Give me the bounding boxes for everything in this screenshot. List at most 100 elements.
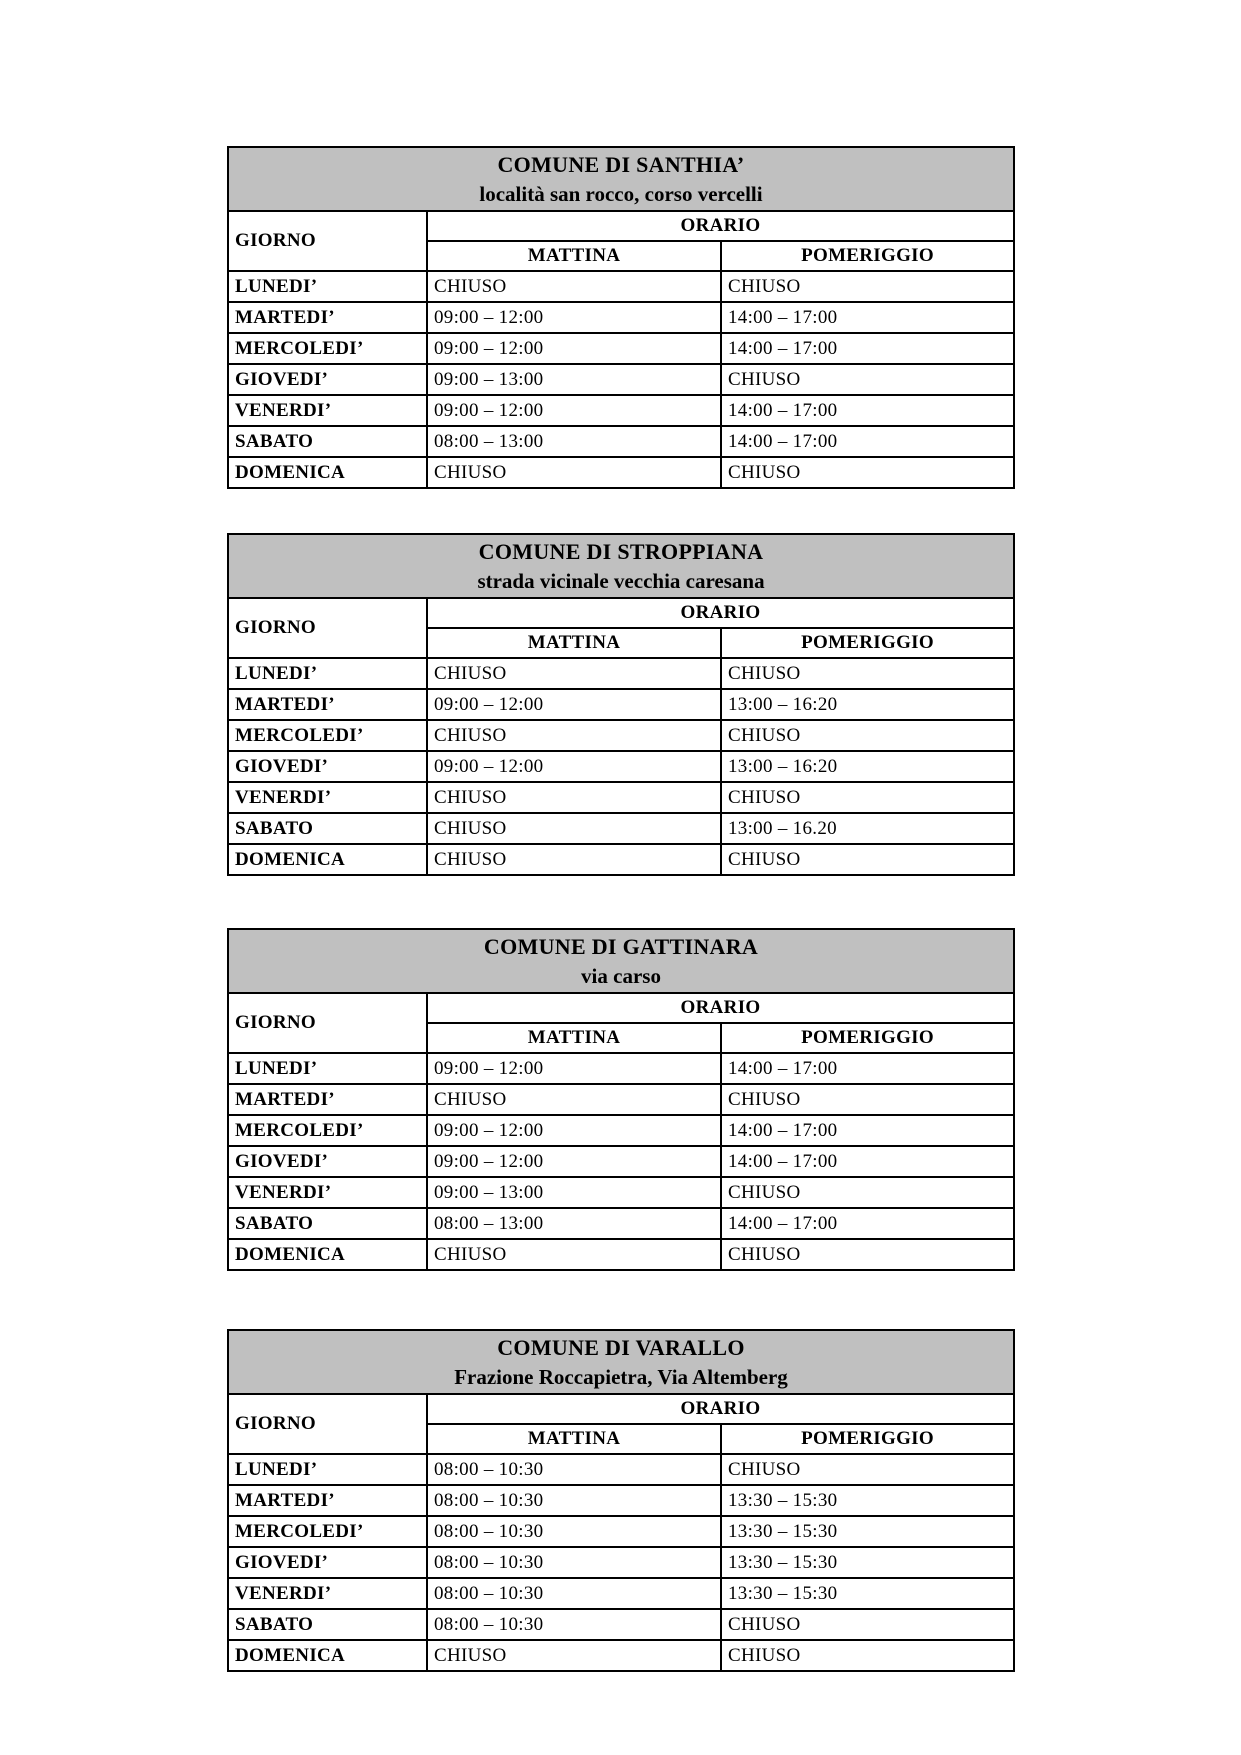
table-subtitle: Frazione Roccapietra, Via Altemberg <box>454 1365 788 1389</box>
table-title-cell: COMUNE DI VARALLO Frazione Roccapietra, … <box>227 1329 1015 1395</box>
schedule-table: COMUNE DI STROPPIANA strada vicinale vec… <box>226 533 1016 876</box>
schedule-row: SABATO 08:00 – 13:00 14:00 – 17:00 <box>227 425 1015 458</box>
schedule-row: LUNEDI’ 09:00 – 12:00 14:00 – 17:00 <box>227 1052 1016 1085</box>
day-cell: GIOVEDI’ <box>227 750 428 783</box>
schedule-row: VENERDI’ CHIUSO CHIUSO <box>227 781 1016 814</box>
morning-hours-cell: 08:00 – 10:30 <box>426 1453 722 1486</box>
afternoon-hours-cell: 14:00 – 17:00 <box>720 332 1015 365</box>
afternoon-hours-cell: 13:00 – 16.20 <box>719 812 1016 845</box>
day-cell: SABATO <box>227 425 428 458</box>
schedule-row: MARTEDI’ 09:00 – 12:00 13:00 – 16:20 <box>227 688 1016 721</box>
morning-hours-cell: CHIUSO <box>426 719 722 752</box>
column-header-giorno: GIORNO <box>227 1393 428 1455</box>
afternoon-hours-cell: 14:00 – 17:00 <box>719 1207 1016 1240</box>
afternoon-hours-cell: 13:00 – 16:20 <box>719 688 1016 721</box>
afternoon-hours-cell: 13:30 – 15:30 <box>720 1484 1015 1517</box>
afternoon-hours-cell: CHIUSO <box>719 843 1016 876</box>
column-header-orario: ORARIO <box>425 597 1016 629</box>
afternoon-hours-cell: 13:30 – 15:30 <box>720 1546 1015 1579</box>
table-title: COMUNE DI VARALLO <box>497 1335 745 1360</box>
day-cell: LUNEDI’ <box>227 1453 428 1486</box>
morning-hours-cell: 09:00 – 12:00 <box>426 1114 722 1147</box>
column-header-giorno: GIORNO <box>227 210 428 272</box>
day-cell: DOMENICA <box>227 1238 428 1271</box>
afternoon-hours-cell: CHIUSO <box>720 270 1015 303</box>
morning-hours-cell: 09:00 – 12:00 <box>426 1145 722 1178</box>
table-subtitle: località san rocco, corso vercelli <box>479 182 763 206</box>
morning-hours-cell: CHIUSO <box>426 1639 722 1672</box>
schedule-row: LUNEDI’ CHIUSO CHIUSO <box>227 657 1016 690</box>
day-cell: MERCOLEDI’ <box>227 719 428 752</box>
table-title-cell: COMUNE DI SANTHIA’ località san rocco, c… <box>227 146 1015 212</box>
table-title-cell: COMUNE DI STROPPIANA strada vicinale vec… <box>226 533 1016 599</box>
schedule-row: MARTEDI’ CHIUSO CHIUSO <box>227 1083 1016 1116</box>
day-cell: GIOVEDI’ <box>227 1145 428 1178</box>
morning-hours-cell: 08:00 – 10:30 <box>426 1608 722 1641</box>
schedule-row: LUNEDI’ CHIUSO CHIUSO <box>227 270 1015 303</box>
day-cell: VENERDI’ <box>227 781 428 814</box>
column-header-mattina: MATTINA <box>426 627 722 659</box>
afternoon-hours-cell: 14:00 – 17:00 <box>719 1145 1016 1178</box>
day-cell: LUNEDI’ <box>227 657 428 690</box>
afternoon-hours-cell: CHIUSO <box>719 781 1016 814</box>
morning-hours-cell: CHIUSO <box>426 1238 722 1271</box>
column-header-orario: ORARIO <box>426 1393 1015 1425</box>
afternoon-hours-cell: CHIUSO <box>719 1238 1016 1271</box>
day-cell: MARTEDI’ <box>227 1083 428 1116</box>
afternoon-hours-cell: 14:00 – 17:00 <box>720 394 1015 427</box>
afternoon-hours-cell: CHIUSO <box>720 1453 1015 1486</box>
schedule-row: SABATO 08:00 – 13:00 14:00 – 17:00 <box>227 1207 1016 1240</box>
table-title: COMUNE DI SANTHIA’ <box>497 152 745 177</box>
day-cell: SABATO <box>227 812 428 845</box>
schedule-row: GIOVEDI’ 09:00 – 13:00 CHIUSO <box>227 363 1015 396</box>
day-cell: SABATO <box>227 1207 428 1240</box>
afternoon-hours-cell: 13:00 – 16:20 <box>719 750 1016 783</box>
column-header-mattina: MATTINA <box>426 1022 722 1054</box>
morning-hours-cell: 08:00 – 10:30 <box>426 1577 722 1610</box>
morning-hours-cell: CHIUSO <box>426 270 722 303</box>
table-title: COMUNE DI GATTINARA <box>483 934 759 959</box>
schedule-row: GIOVEDI’ 08:00 – 10:30 13:30 – 15:30 <box>227 1546 1015 1579</box>
table-title-row: COMUNE DI STROPPIANA strada vicinale vec… <box>226 533 1016 599</box>
day-cell: GIOVEDI’ <box>227 363 428 396</box>
morning-hours-cell: 09:00 – 13:00 <box>426 363 722 396</box>
day-cell: VENERDI’ <box>227 1176 428 1209</box>
day-cell: MARTEDI’ <box>227 301 428 334</box>
schedule-row: DOMENICA CHIUSO CHIUSO <box>227 843 1016 876</box>
day-cell: MERCOLEDI’ <box>227 332 428 365</box>
mattina-pomeriggio-header-row: MATTINA POMERIGGIO <box>228 240 1015 272</box>
afternoon-hours-cell: 14:00 – 17:00 <box>719 1052 1016 1085</box>
morning-hours-cell: CHIUSO <box>426 456 722 489</box>
schedule-table: COMUNE DI VARALLO Frazione Roccapietra, … <box>227 1329 1015 1672</box>
schedule-table: COMUNE DI SANTHIA’ località san rocco, c… <box>227 146 1015 489</box>
schedule-row: DOMENICA CHIUSO CHIUSO <box>227 1238 1016 1271</box>
schedule-row: MERCOLEDI’ 08:00 – 10:30 13:30 – 15:30 <box>227 1515 1015 1548</box>
orario-header-row: GIORNO ORARIO <box>227 1393 1015 1455</box>
mattina-pomeriggio-header-row: MATTINA POMERIGGIO <box>228 1423 1015 1455</box>
morning-hours-cell: 09:00 – 12:00 <box>426 688 722 721</box>
afternoon-hours-cell: CHIUSO <box>720 363 1015 396</box>
afternoon-hours-cell: CHIUSO <box>719 1176 1016 1209</box>
day-cell: VENERDI’ <box>227 1577 428 1610</box>
morning-hours-cell: 09:00 – 12:00 <box>426 332 722 365</box>
schedule-row: GIOVEDI’ 09:00 – 12:00 13:00 – 16:20 <box>227 750 1016 783</box>
morning-hours-cell: 09:00 – 12:00 <box>426 394 722 427</box>
orario-header-row: GIORNO ORARIO <box>227 992 1016 1054</box>
afternoon-hours-cell: CHIUSO <box>719 657 1016 690</box>
day-cell: MARTEDI’ <box>227 1484 428 1517</box>
afternoon-hours-cell: 14:00 – 17:00 <box>719 1114 1016 1147</box>
schedule-row: DOMENICA CHIUSO CHIUSO <box>227 456 1015 489</box>
column-header-mattina: MATTINA <box>426 240 722 272</box>
table-title-row: COMUNE DI GATTINARA via carso <box>226 928 1016 994</box>
schedule-row: MERCOLEDI’ 09:00 – 12:00 14:00 – 17:00 <box>227 1114 1016 1147</box>
morning-hours-cell: CHIUSO <box>426 781 722 814</box>
afternoon-hours-cell: 13:30 – 15:30 <box>720 1515 1015 1548</box>
morning-hours-cell: 09:00 – 12:00 <box>426 301 722 334</box>
table-title-row: COMUNE DI VARALLO Frazione Roccapietra, … <box>227 1329 1015 1395</box>
column-header-pomeriggio: POMERIGGIO <box>719 627 1016 659</box>
table-title: COMUNE DI STROPPIANA <box>478 539 764 564</box>
orario-header-row: GIORNO ORARIO <box>227 210 1015 272</box>
morning-hours-cell: CHIUSO <box>426 1083 722 1116</box>
schedule-row: MARTEDI’ 09:00 – 12:00 14:00 – 17:00 <box>227 301 1015 334</box>
